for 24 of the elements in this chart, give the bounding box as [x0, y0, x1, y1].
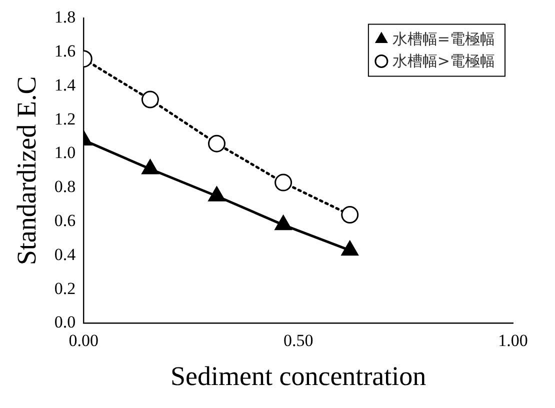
y-tick-label: 0.2: [54, 278, 76, 298]
point: [274, 215, 292, 230]
y-tick-label: 0.8: [54, 177, 76, 196]
point: [142, 159, 159, 174]
y-tick-label: 1.4: [54, 75, 76, 94]
y-tick-label: 1.8: [54, 8, 76, 27]
y-tick-label: 1.0: [54, 143, 76, 162]
y-tick-label: 1.6: [54, 42, 76, 61]
x-tick-label: 0.50: [283, 330, 314, 350]
y-axis-title: Standardized E.C: [11, 76, 42, 266]
x-axis-title: Sediment concentration: [170, 360, 427, 391]
point: [141, 90, 159, 108]
x-tick-label: 0.00: [68, 330, 99, 350]
point: [208, 134, 226, 152]
y-tick-label: 1.2: [54, 109, 76, 128]
point: [208, 186, 226, 202]
y-tick-label: 0.6: [54, 211, 76, 230]
legend-label: 水槽幅=電極幅: [392, 30, 496, 48]
point: [274, 174, 292, 192]
x-tick-label: 1.00: [498, 330, 528, 350]
point: [341, 240, 358, 256]
legend-label: 水槽幅>電極幅: [392, 52, 496, 70]
y-tick-label: 0.4: [54, 244, 76, 264]
y-tick-label: 0.0: [54, 312, 76, 332]
